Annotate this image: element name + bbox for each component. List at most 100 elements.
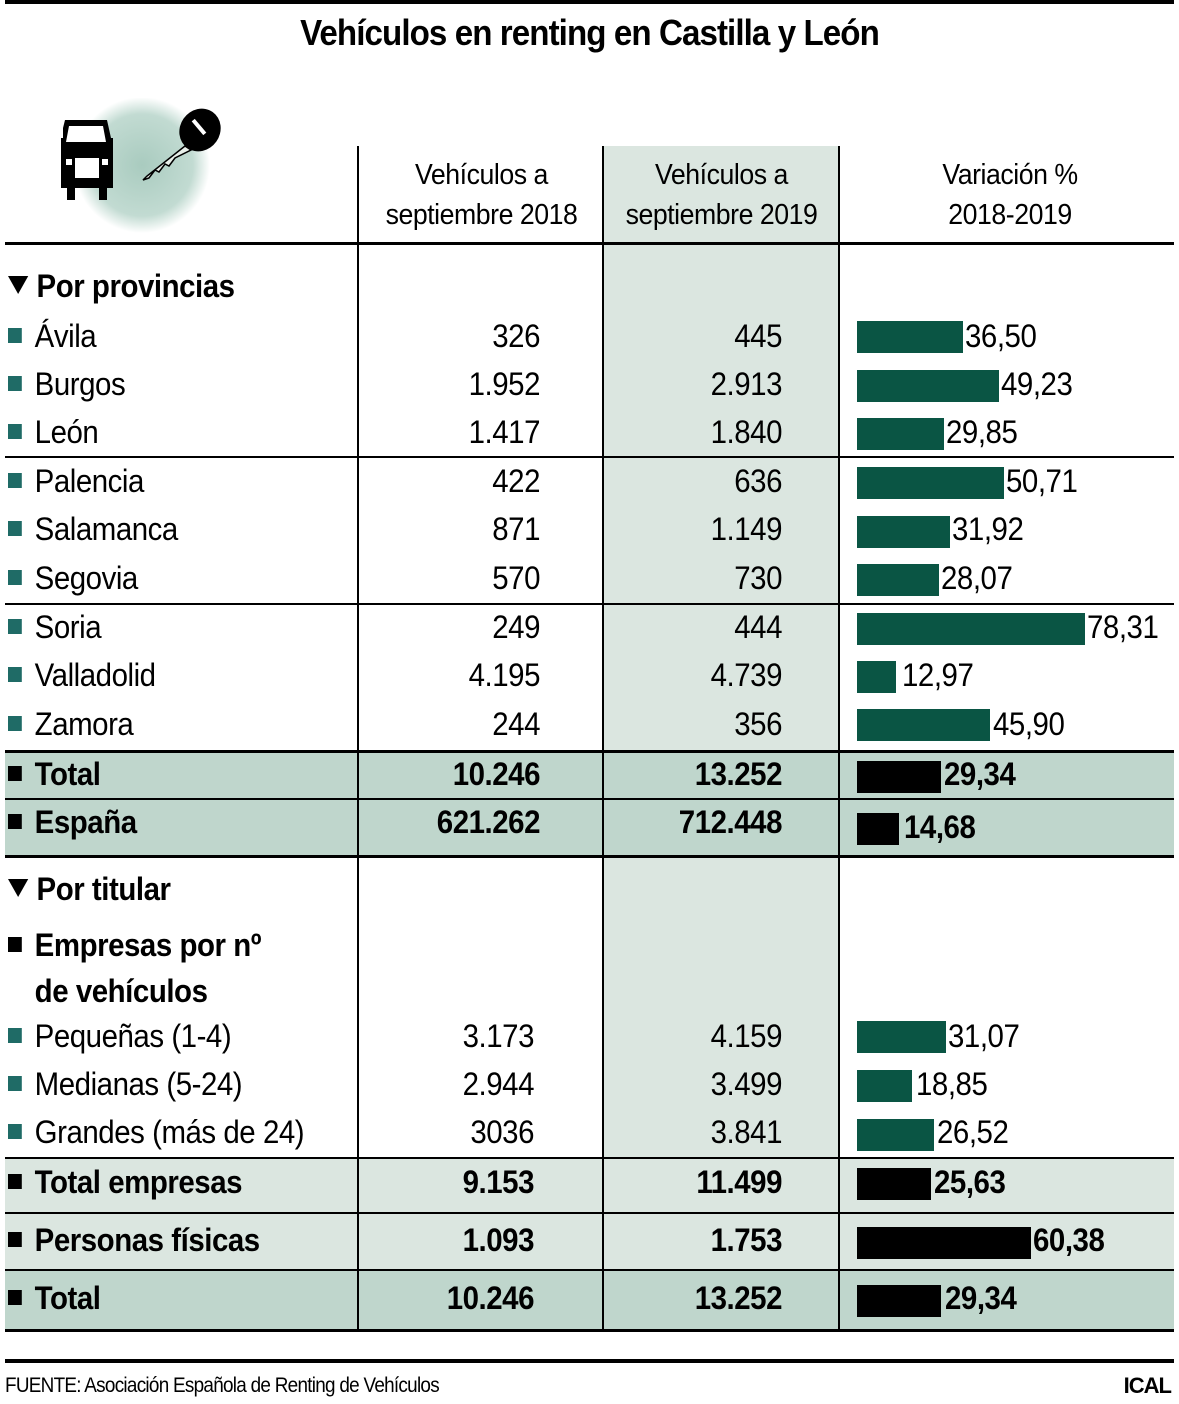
col-2019-shade [604, 146, 839, 1330]
variation-bar [857, 661, 896, 693]
bullet-square-icon [8, 1290, 22, 1305]
variation-bar [857, 321, 963, 353]
value-2019: 3.499 [710, 1066, 783, 1102]
variation-value: 78,31 [1087, 609, 1159, 645]
value-2019: 1.753 [710, 1222, 783, 1258]
bullet-square-icon [8, 1124, 22, 1139]
divider-col-2019 [602, 146, 604, 1331]
header-col-2019: Vehículos a septiembre 2019 [625, 159, 818, 231]
header-col-2018: Vehículos a septiembre 2018 [385, 159, 578, 231]
row-label: Personas físicas [34, 1222, 260, 1258]
value-2018: 621.262 [436, 804, 541, 840]
value-2018: 244 [492, 706, 540, 742]
value-2019: 636 [734, 463, 782, 499]
variation-bar [857, 1070, 912, 1102]
variation-value: 29,34 [944, 756, 1016, 792]
group-rule [5, 1269, 1174, 1271]
group-rule [5, 603, 1174, 605]
variation-bar [857, 516, 950, 548]
variation-bar [857, 613, 1085, 645]
variation-value: 25,63 [934, 1164, 1006, 1200]
variation-value: 12,97 [902, 657, 974, 693]
bullet-square-icon [8, 619, 22, 634]
variation-bar [857, 1021, 946, 1053]
triangle-down-icon [8, 879, 29, 897]
group-rule [5, 456, 1174, 458]
group-rule [5, 798, 1174, 800]
divider-col-variation [838, 146, 840, 1331]
variation-value: 29,34 [945, 1280, 1017, 1316]
page-title: Vehículos en renting en Castilla y León [300, 12, 880, 53]
group-rule [5, 750, 1174, 753]
variation-bar [857, 709, 990, 741]
variation-bar [857, 761, 941, 793]
variation-bar [857, 1285, 941, 1317]
value-2019: 445 [734, 318, 782, 354]
variation-bar [857, 370, 999, 402]
top-rule [5, 0, 1174, 4]
bullet-square-icon [8, 1028, 22, 1043]
value-2019: 3.841 [710, 1114, 783, 1150]
row-label: Total [34, 756, 101, 792]
table-bottom-rule [5, 1329, 1174, 1332]
group-rule [5, 1212, 1174, 1214]
row-label: España [34, 804, 137, 840]
bullet-square-icon [8, 1076, 22, 1091]
variation-value: 14,68 [904, 809, 976, 845]
value-2018: 1.093 [462, 1222, 535, 1258]
value-2018: 249 [492, 609, 540, 645]
value-2018: 3.173 [462, 1018, 535, 1054]
value-2018: 326 [492, 318, 540, 354]
source-note: FUENTE: Asociación Española de Renting d… [5, 1374, 440, 1397]
row-label: Total empresas [34, 1164, 243, 1200]
value-2019: 4.159 [710, 1018, 783, 1054]
bullet-square-icon [8, 667, 22, 682]
value-2019: 11.499 [696, 1164, 782, 1200]
value-2019: 4.739 [710, 657, 783, 693]
bullet-square-icon [8, 1174, 22, 1189]
header-variation: Variación % 2018-2019 [942, 159, 1078, 231]
variation-bar [857, 813, 899, 845]
car-with-key-icon [55, 97, 225, 238]
value-2019: 356 [734, 706, 782, 742]
row-label: Medianas (5-24) [34, 1066, 243, 1102]
footer-rule [5, 1359, 1174, 1363]
bullet-square-icon [8, 521, 22, 536]
value-2019: 444 [734, 609, 782, 645]
value-2019: 1.149 [710, 511, 783, 547]
row-label: Pequeñas (1-4) [34, 1018, 232, 1054]
row-label: Segovia [34, 560, 139, 596]
bullet-square-icon [8, 570, 22, 585]
bullet-square-icon [8, 814, 22, 829]
row-label: León [34, 414, 99, 450]
variation-value: 45,90 [993, 706, 1065, 742]
variation-value: 60,38 [1033, 1222, 1105, 1258]
band-total-titular [5, 1271, 1174, 1330]
bullet-square-icon [8, 473, 22, 488]
bullet-square-icon [8, 376, 22, 391]
value-2018: 3036 [470, 1114, 534, 1150]
section-por-provincias: Por provincias [8, 268, 235, 305]
variation-bar [857, 1119, 934, 1151]
row-label: Burgos [34, 366, 126, 402]
variation-bar [857, 564, 939, 596]
variation-value: 18,85 [916, 1066, 988, 1102]
value-2019: 712.448 [678, 804, 783, 840]
subsection-empresas: Empresas por nº de vehículos [8, 922, 262, 1014]
group-rule [5, 855, 1174, 858]
row-label: Soria [34, 609, 102, 645]
row-label: Zamora [34, 706, 134, 742]
value-2018: 422 [492, 463, 540, 499]
variation-bar [857, 1227, 1031, 1259]
bullet-square-icon [8, 716, 22, 731]
value-2019: 13.252 [694, 1280, 783, 1316]
row-label: Salamanca [34, 511, 179, 547]
variation-value: 26,52 [937, 1114, 1009, 1150]
variation-value: 50,71 [1006, 463, 1078, 499]
bullet-square-icon [8, 1232, 22, 1247]
variation-bar [857, 1168, 931, 1200]
variation-value: 31,92 [952, 511, 1024, 547]
value-2019: 730 [734, 560, 782, 596]
divider-col-2018 [357, 146, 359, 1331]
value-2018: 10.246 [452, 756, 541, 792]
